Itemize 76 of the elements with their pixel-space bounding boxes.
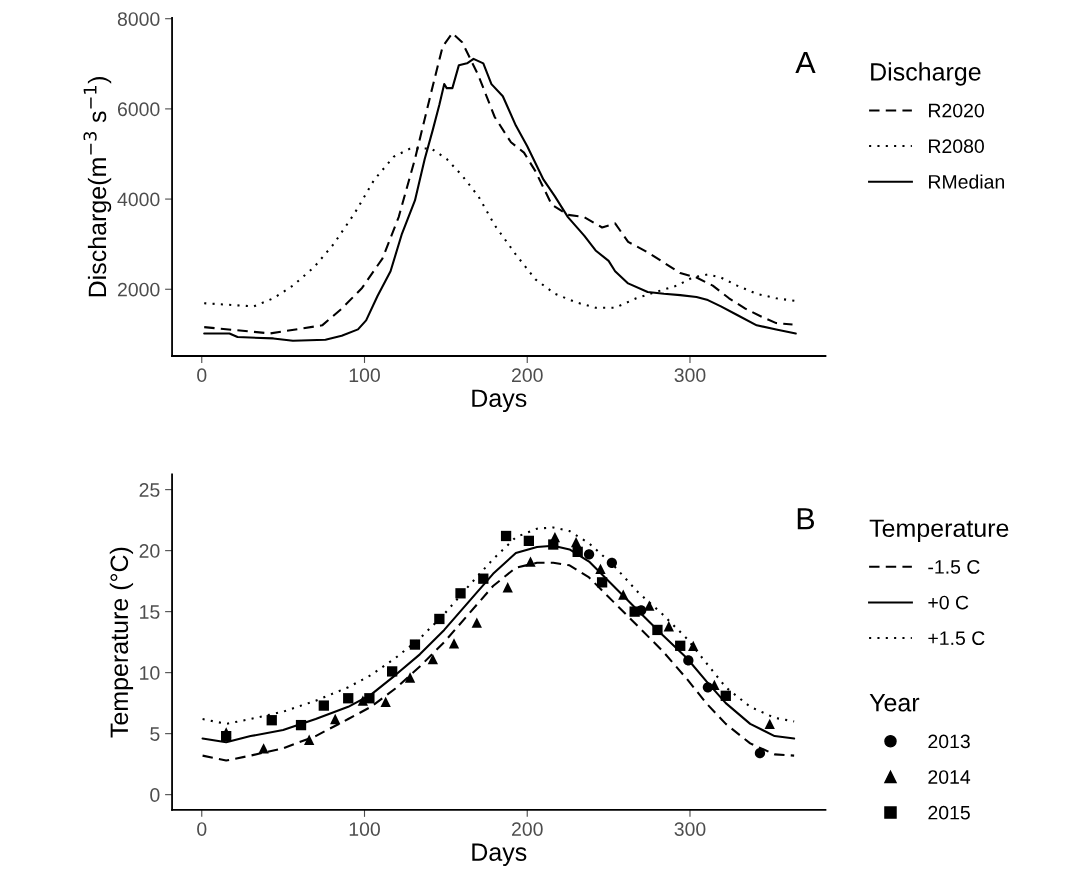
point — [295, 719, 307, 731]
point — [596, 577, 608, 588]
point — [525, 556, 536, 567]
point — [330, 713, 341, 725]
y-axis-title: Temperature (°C) — [109, 547, 134, 738]
legend-label: +0 C — [928, 595, 969, 610]
point — [523, 535, 535, 547]
point — [380, 696, 391, 708]
x-tick-label: 300 — [674, 368, 706, 383]
legend-label: 2013 — [928, 734, 970, 749]
point — [675, 640, 686, 651]
legend-label: 2015 — [928, 805, 970, 820]
point — [471, 617, 482, 628]
text: Temperature — [869, 519, 1009, 543]
x-tick-label: 200 — [512, 822, 543, 836]
y-tick-label: 0 — [150, 788, 160, 802]
point — [343, 693, 354, 704]
x-tick-label: 0 — [197, 368, 207, 383]
legend-label: -1.5 C — [928, 560, 980, 574]
x-tick-label: 100 — [349, 368, 380, 383]
point — [266, 715, 277, 726]
point — [595, 563, 606, 575]
point — [448, 638, 460, 649]
point — [258, 743, 269, 754]
point — [652, 624, 663, 636]
y-axis-title: Discharge(m$^{−3}$ s$^{−1}$) — [83, 77, 112, 297]
point — [502, 582, 513, 593]
legend-label: R2080 — [929, 139, 984, 154]
point — [636, 605, 647, 616]
point — [427, 654, 438, 665]
point — [644, 600, 655, 611]
y-tick-label: 6000 — [117, 102, 160, 117]
point — [583, 549, 595, 560]
point — [318, 700, 329, 711]
point — [357, 695, 369, 706]
legend-label: R2020 — [929, 103, 984, 118]
point — [570, 536, 582, 548]
x-axis-title: Days — [472, 843, 527, 866]
point — [606, 557, 618, 568]
point — [478, 573, 489, 584]
y-tick-label: 8000 — [117, 12, 160, 26]
point — [304, 734, 315, 745]
point — [455, 588, 466, 599]
point — [720, 690, 731, 701]
y-tick-label: 25 — [139, 483, 160, 497]
point — [387, 666, 398, 677]
point — [618, 589, 629, 600]
point — [364, 693, 375, 704]
legend-label: RMedian — [929, 174, 1004, 189]
legend-label: +1.5 C — [928, 631, 985, 646]
x-tick-label: 300 — [674, 822, 706, 836]
point — [404, 672, 416, 683]
y-tick-label: 2000 — [117, 282, 160, 297]
point — [663, 621, 674, 632]
x-tick-label: 0 — [197, 822, 207, 836]
point — [572, 546, 583, 557]
point — [688, 640, 699, 651]
point — [500, 530, 512, 542]
annotation: B — [797, 508, 815, 530]
y-tick-label: 4000 — [117, 192, 160, 207]
point — [409, 639, 421, 650]
x-tick-label: 100 — [349, 822, 380, 836]
y-tick-label: 10 — [140, 666, 160, 680]
y-tick-label: 5 — [150, 727, 160, 741]
point — [764, 718, 775, 730]
x-axis-title: Days — [472, 389, 527, 413]
point — [754, 748, 766, 759]
point — [683, 655, 694, 666]
annotation: A — [795, 52, 816, 74]
legend-title: Discharge — [871, 62, 981, 86]
x-tick-label: 200 — [512, 368, 543, 383]
text: Year — [869, 694, 920, 712]
y-tick-label: 15 — [140, 605, 160, 619]
point — [434, 613, 445, 625]
legend-label: 2014 — [928, 770, 971, 784]
y-tick-label: 20 — [139, 544, 160, 558]
